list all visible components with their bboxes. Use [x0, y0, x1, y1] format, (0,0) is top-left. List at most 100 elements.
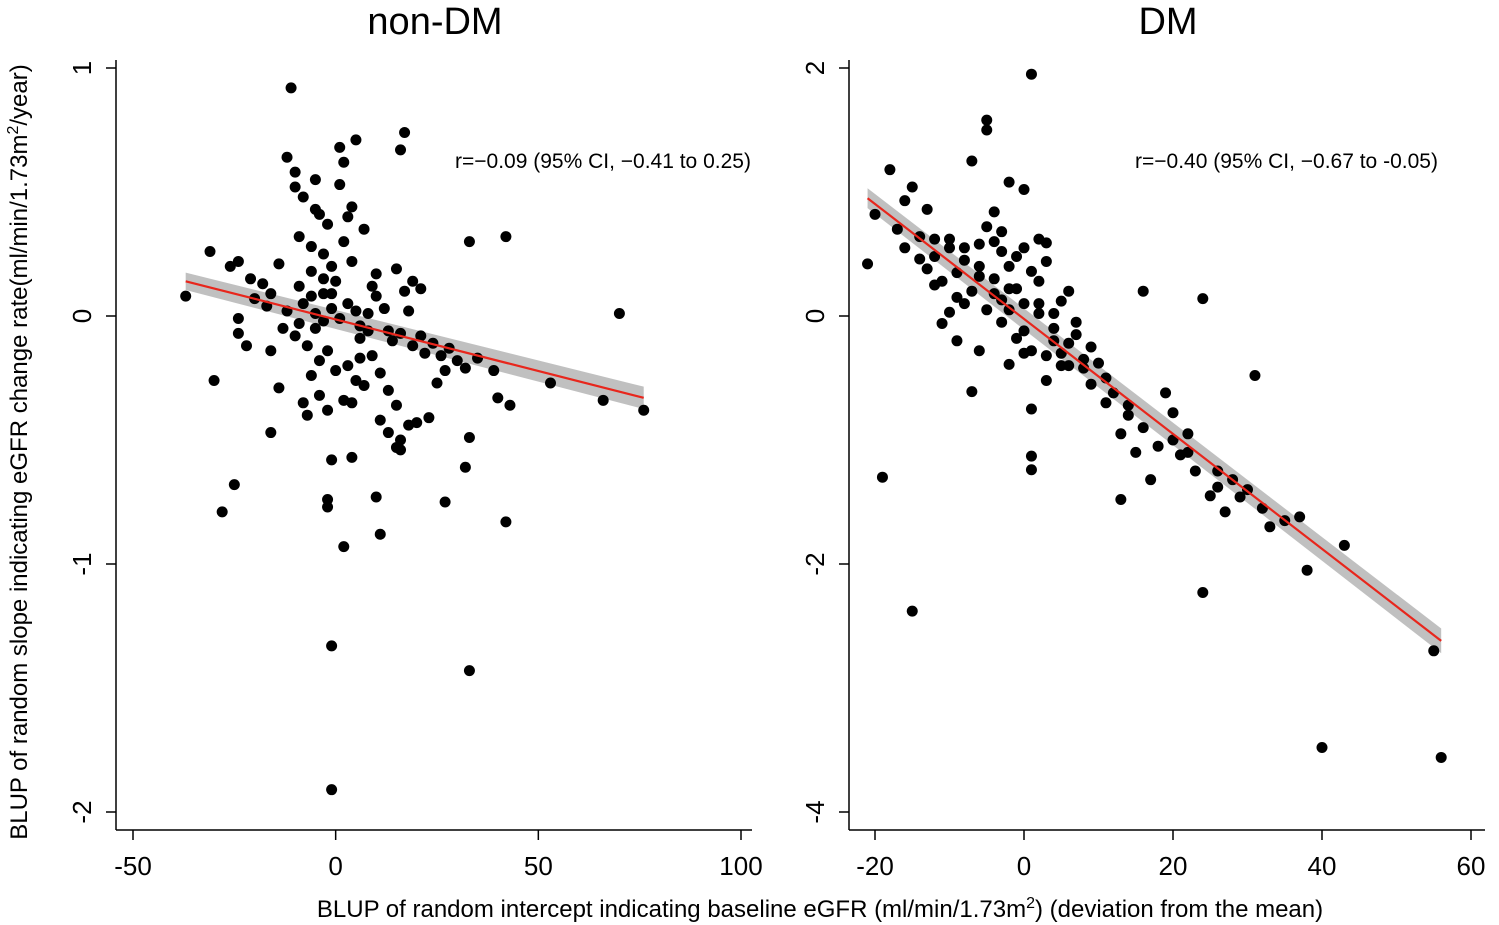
data-point: [1003, 358, 1015, 370]
data-point: [1040, 237, 1052, 249]
panel-dm: DM r=−0.40 (95% CI, −0.67 to -0.05) -20 0…: [800, 1, 1485, 881]
data-point: [966, 155, 978, 167]
y-tick-label: 2: [800, 61, 830, 75]
data-point: [1011, 250, 1023, 262]
data-point: [374, 367, 386, 379]
data-point: [966, 386, 978, 398]
y-tick-label: -2: [67, 800, 97, 823]
data-point: [342, 211, 354, 223]
data-point: [265, 345, 277, 357]
data-point: [330, 275, 342, 287]
data-point: [350, 374, 362, 386]
data-point: [996, 246, 1008, 258]
data-point: [386, 335, 398, 347]
data-point: [334, 179, 346, 191]
data-point: [293, 231, 305, 243]
panel-title: DM: [1138, 1, 1197, 43]
data-point: [277, 322, 289, 334]
data-point: [1063, 337, 1075, 349]
data-point: [322, 404, 334, 416]
data-point: [613, 308, 625, 320]
data-point: [330, 365, 342, 377]
data-point: [180, 290, 192, 302]
data-point: [382, 384, 394, 396]
data-point: [346, 451, 358, 463]
data-point: [988, 288, 1000, 300]
data-point: [390, 263, 402, 275]
data-point: [929, 233, 941, 245]
data-point: [346, 201, 358, 213]
data-point: [318, 288, 330, 300]
data-point: [273, 382, 285, 394]
data-point: [1301, 564, 1313, 576]
data-point: [1033, 308, 1045, 320]
data-point: [326, 260, 338, 272]
data-point: [884, 164, 896, 176]
data-point: [350, 305, 362, 317]
data-point: [958, 298, 970, 310]
data-point: [1040, 374, 1052, 386]
data-point: [399, 126, 411, 138]
data-point: [1085, 378, 1097, 390]
data-point: [370, 290, 382, 302]
data-point: [358, 223, 370, 235]
data-point: [973, 238, 985, 250]
data-point: [378, 303, 390, 315]
data-point: [981, 221, 993, 233]
data-point: [297, 298, 309, 310]
data-point: [1033, 275, 1045, 287]
data-point: [1145, 474, 1157, 486]
data-point: [944, 242, 955, 254]
data-point: [958, 254, 970, 266]
data-point: [318, 315, 330, 327]
data-point: [929, 279, 941, 291]
data-point: [411, 417, 423, 429]
data-point: [297, 397, 309, 409]
data-point: [1063, 285, 1075, 297]
y-tick-label: 1: [67, 61, 97, 75]
data-point: [1048, 308, 1060, 320]
data-point: [326, 784, 338, 796]
data-point: [338, 236, 350, 248]
data-point: [1219, 506, 1231, 518]
data-point: [951, 267, 963, 279]
data-point: [415, 283, 427, 295]
data-point: [1018, 347, 1030, 359]
data-point: [1428, 645, 1440, 657]
data-point: [382, 427, 394, 439]
data-point: [1256, 502, 1268, 514]
correlation-annotation: r=−0.09 (95% CI, −0.41 to 0.25): [455, 150, 751, 173]
y-axis-title: BLUP of random slope indicating eGFR cha…: [5, 64, 33, 840]
data-point: [399, 285, 411, 297]
data-point: [1122, 409, 1134, 421]
data-point: [245, 273, 257, 285]
data-point: [1160, 387, 1172, 399]
panel-non-dm: non-DM r=−0.09 (95% CI, −0.41 to 0.25) -…: [67, 1, 763, 881]
data-point: [395, 444, 407, 456]
data-point: [1025, 403, 1037, 415]
data-point: [281, 151, 293, 163]
data-point: [358, 379, 370, 391]
data-point: [309, 203, 321, 215]
data-point: [1055, 360, 1067, 372]
data-point: [958, 242, 970, 254]
data-point: [921, 203, 933, 215]
data-point: [370, 268, 382, 280]
data-point: [1033, 298, 1045, 310]
data-point: [1167, 407, 1179, 419]
data-point: [944, 306, 955, 318]
data-point: [301, 409, 313, 421]
data-point: [1234, 491, 1246, 503]
data-point: [504, 399, 516, 411]
data-point: [1018, 184, 1030, 196]
y-tick-label: -2: [800, 552, 830, 575]
x-tick-label: 20: [1159, 851, 1188, 881]
data-point: [208, 374, 220, 386]
data-point: [395, 144, 407, 156]
data-point: [1003, 283, 1015, 295]
data-point: [921, 263, 933, 275]
data-point: [293, 317, 305, 329]
data-point: [322, 345, 334, 357]
data-point: [463, 665, 475, 677]
